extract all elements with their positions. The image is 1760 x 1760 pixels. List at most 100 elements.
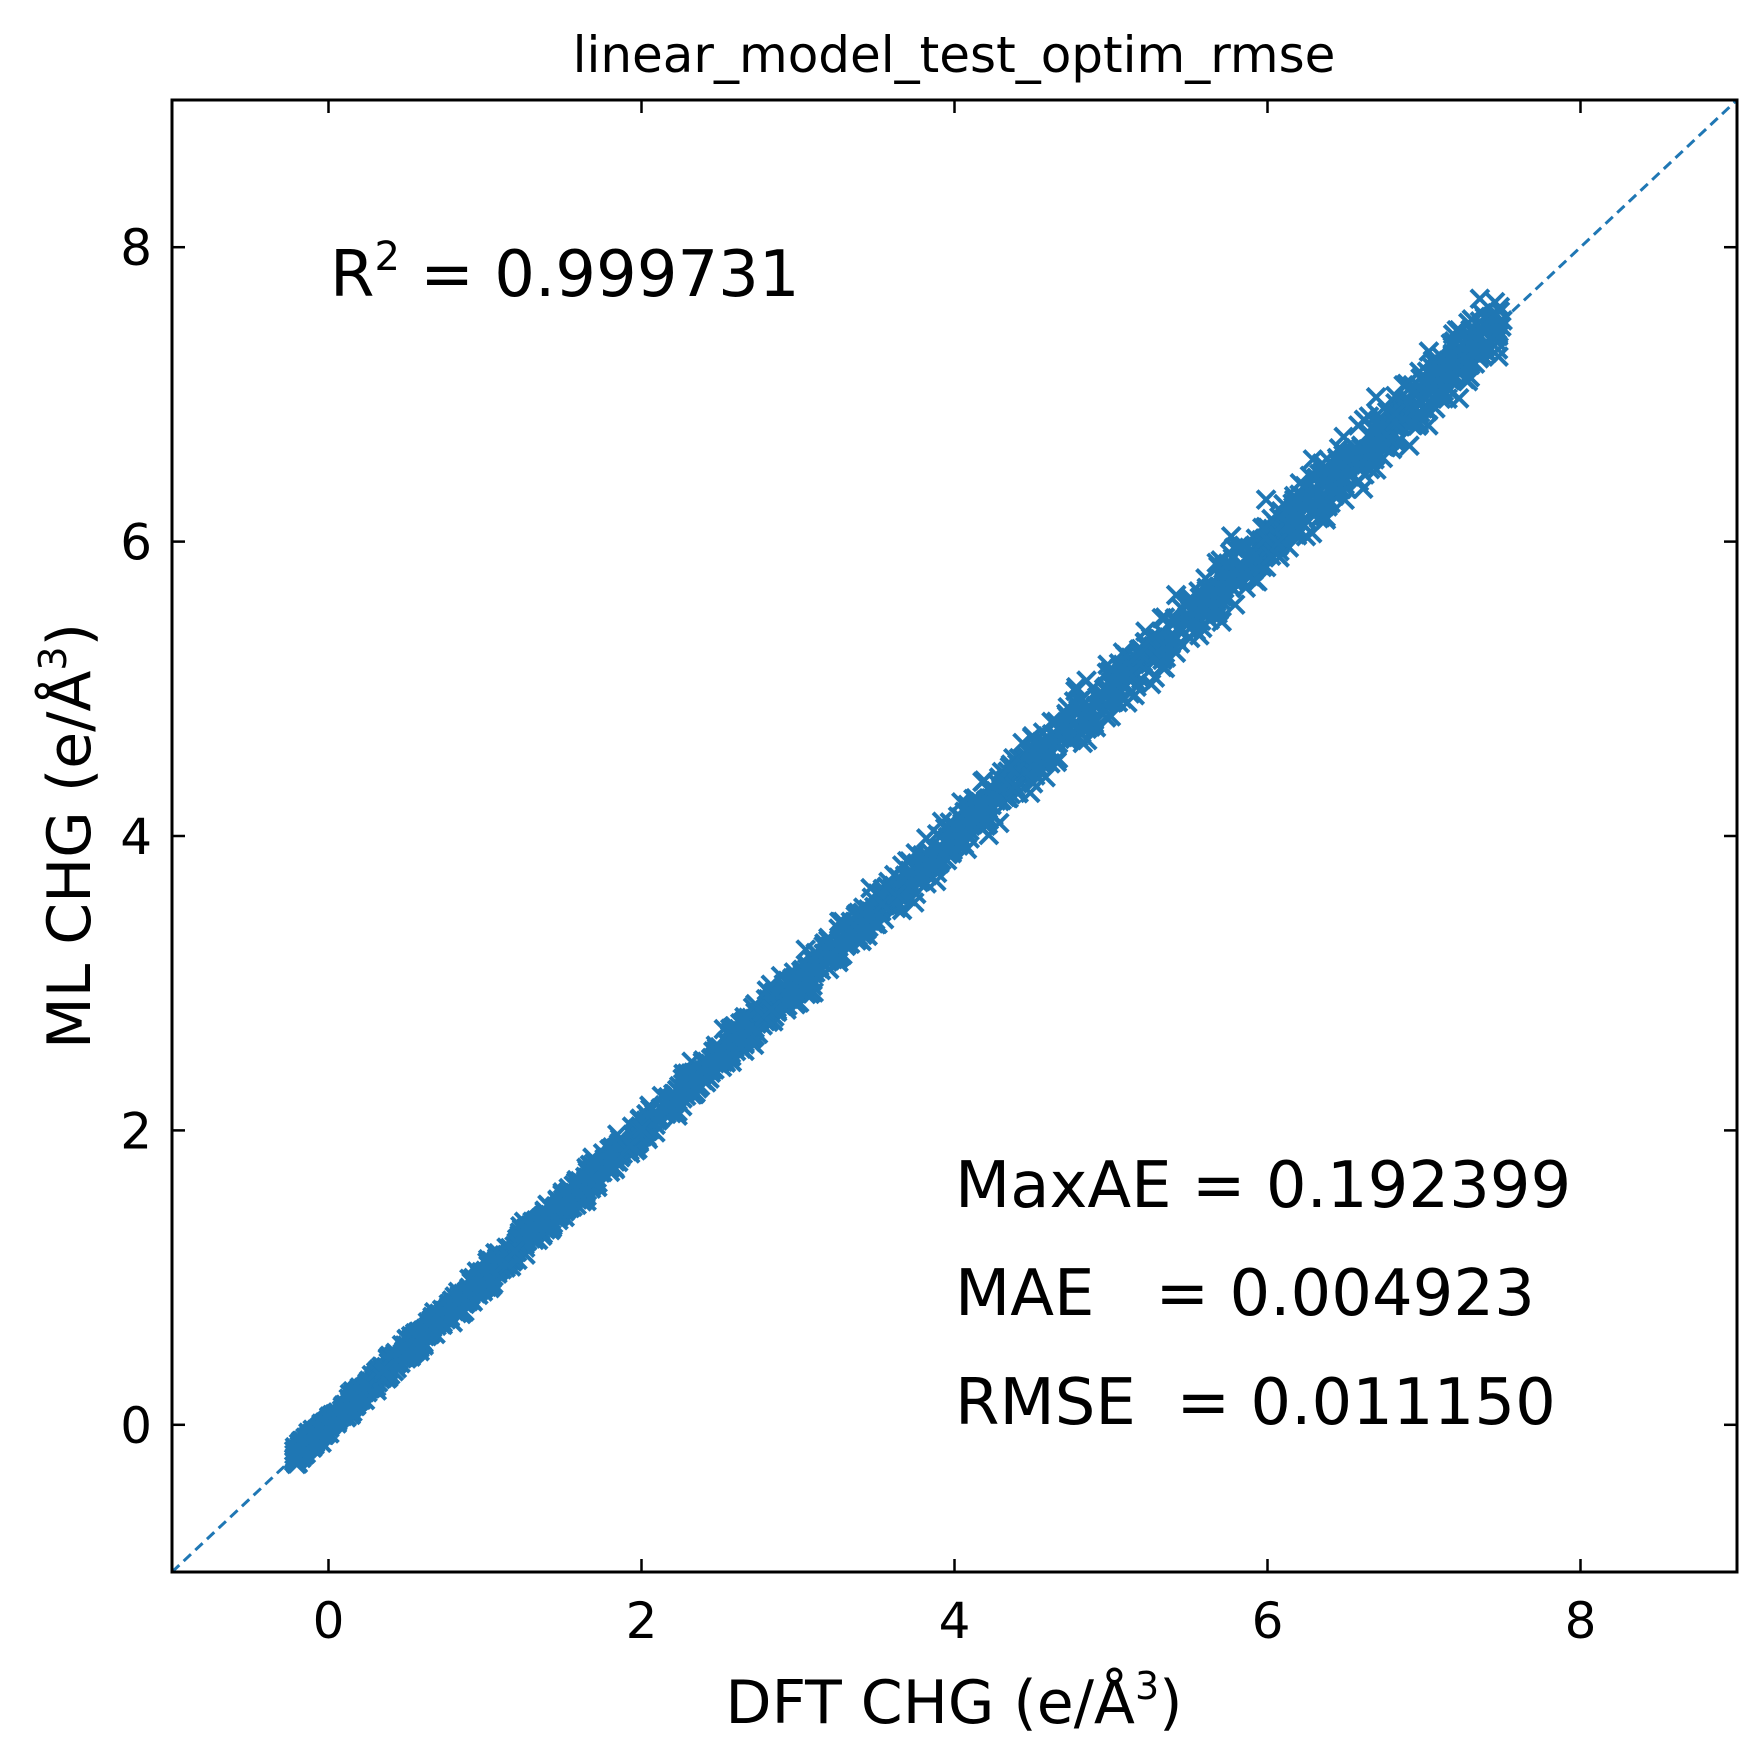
data-point — [1004, 775, 1026, 797]
data-point — [1321, 477, 1343, 499]
data-point — [1327, 479, 1349, 500]
data-point — [1155, 647, 1177, 669]
data-point — [637, 1128, 659, 1150]
data-point — [1245, 544, 1266, 566]
data-point — [780, 988, 802, 1009]
data-point — [1071, 722, 1092, 744]
data-point — [950, 791, 972, 813]
data-point — [890, 884, 911, 906]
r-squared-value: = 0.999731 — [400, 238, 800, 312]
y-axis-label: ML CHG (e/Å3) — [31, 623, 105, 1049]
data-point — [661, 1102, 682, 1124]
data-point — [1255, 528, 1277, 549]
data-point — [349, 1377, 371, 1398]
x-tick-label: 2 — [626, 1592, 658, 1650]
data-point — [1473, 335, 1495, 356]
data-point — [1020, 741, 1042, 763]
data-point — [1228, 557, 1250, 578]
data-point — [451, 1289, 473, 1310]
data-point — [1333, 441, 1355, 463]
data-point — [1348, 452, 1370, 474]
data-point — [921, 855, 943, 877]
data-point — [374, 1359, 396, 1380]
data-point — [1210, 550, 1232, 571]
data-point — [1202, 605, 1224, 626]
y-tick-label: 6 — [120, 514, 152, 572]
data-point — [351, 1383, 372, 1405]
data-point — [667, 1105, 688, 1127]
data-point — [1227, 536, 1249, 558]
mae-annotation: MAE = 0.004923 — [955, 1257, 1535, 1331]
data-point — [1437, 388, 1458, 410]
data-point — [1041, 731, 1063, 753]
data-point — [1065, 676, 1087, 698]
data-point — [1478, 309, 1500, 331]
data-point — [387, 1349, 409, 1371]
data-point — [1186, 600, 1207, 622]
r-squared-annotation: R2 = 0.999731 — [330, 234, 800, 312]
data-point — [897, 865, 918, 887]
data-point — [988, 812, 1010, 834]
data-point — [915, 828, 937, 849]
data-point — [302, 1426, 324, 1448]
r-squared-label: R — [330, 238, 374, 312]
x-axis-label-close: ) — [1159, 1668, 1182, 1738]
data-point — [876, 876, 898, 898]
data-point — [1304, 498, 1326, 519]
data-point — [441, 1294, 463, 1316]
data-point — [871, 893, 893, 915]
y-axis-label-close: ) — [35, 623, 105, 646]
data-point — [631, 1118, 653, 1140]
data-point — [566, 1194, 588, 1216]
scatter-points — [283, 288, 1513, 1475]
data-point — [760, 999, 782, 1020]
data-point — [733, 1010, 755, 1032]
x-axis-label-main: DFT CHG (e/Å — [725, 1667, 1135, 1738]
maxae-annotation: MaxAE = 0.192399 — [955, 1149, 1571, 1223]
data-point — [926, 823, 948, 845]
data-point — [721, 1051, 743, 1073]
data-point — [1430, 388, 1452, 410]
data-point — [414, 1322, 436, 1344]
data-point — [798, 968, 820, 990]
y-axis-label-main: ML CHG (e/Å — [34, 671, 105, 1049]
data-point — [971, 793, 993, 815]
data-point — [672, 1073, 694, 1095]
data-point — [473, 1263, 494, 1284]
data-point — [1083, 713, 1105, 734]
data-point — [664, 1087, 686, 1109]
data-point — [1057, 696, 1079, 718]
data-point — [1153, 623, 1174, 645]
y-tick-label: 0 — [120, 1397, 152, 1455]
y-tick-label: 8 — [120, 219, 152, 277]
data-point — [1220, 525, 1242, 547]
data-point — [1384, 411, 1406, 433]
data-point — [504, 1240, 526, 1262]
data-point — [1457, 327, 1479, 349]
data-point — [1457, 370, 1479, 392]
data-point — [529, 1208, 551, 1229]
data-point — [1333, 426, 1355, 448]
data-point — [1214, 587, 1236, 609]
data-point — [853, 911, 875, 932]
data-point — [1103, 687, 1125, 708]
data-point — [296, 1427, 317, 1449]
data-point — [425, 1306, 447, 1328]
x-tick-label: 6 — [1252, 1592, 1284, 1650]
data-point — [466, 1273, 488, 1295]
y-axis-label-sup: 3 — [31, 646, 75, 670]
data-point — [1385, 403, 1406, 425]
data-point — [1185, 620, 1207, 641]
data-point — [574, 1180, 596, 1202]
data-point — [949, 832, 971, 853]
data-point — [1442, 362, 1464, 384]
data-point — [1224, 594, 1246, 616]
r-squared-sup: 2 — [374, 234, 399, 280]
data-point — [1364, 420, 1386, 442]
data-point — [1255, 489, 1277, 511]
data-point — [619, 1135, 641, 1156]
data-point — [1365, 386, 1387, 408]
data-point — [1487, 325, 1509, 347]
data-point — [1164, 608, 1186, 629]
